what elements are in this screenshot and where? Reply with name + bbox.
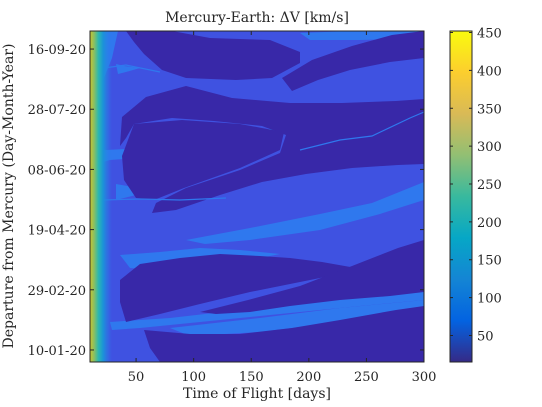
y-tick-label: 10-01-20 xyxy=(28,344,86,359)
tick-marks xyxy=(90,31,425,362)
contour-band-min xyxy=(282,31,424,91)
colorbar-tick-label: 450 xyxy=(477,27,502,42)
chart-title: Mercury-Earth: ΔV [km/s] xyxy=(165,10,349,26)
contour-band-min xyxy=(144,306,424,362)
y-tick-label: 16-09-20 xyxy=(28,43,86,58)
colorbar-tick-label: 200 xyxy=(477,216,502,231)
x-tick-label: 300 xyxy=(412,370,437,385)
colorbar-tick-label: 50 xyxy=(477,329,494,344)
contour-band-min xyxy=(200,240,424,314)
contour-band-min xyxy=(120,254,356,322)
contour-fine-line xyxy=(101,197,227,201)
x-tick-label: 250 xyxy=(354,370,379,385)
contour-band-min xyxy=(120,86,424,213)
contour-field xyxy=(90,31,424,362)
plot-frame xyxy=(89,30,425,363)
x-tick-label: 200 xyxy=(296,370,321,385)
short-tof-strip xyxy=(90,31,112,362)
colorbar-tick-label: 100 xyxy=(477,292,502,307)
contour-fine-line xyxy=(299,111,424,151)
contour-band-min xyxy=(122,120,284,200)
colorbar xyxy=(449,30,473,363)
y-tick-label: 29-02-20 xyxy=(28,284,86,299)
tick-labels: 50 100 150 200 250 300 16-09-20 28-07-20 08-06-2… xyxy=(28,43,437,385)
colorbar-tick-label: 250 xyxy=(477,178,502,193)
colorbar-tick-label: 150 xyxy=(477,254,502,269)
colorbar-tick-label: 350 xyxy=(477,102,502,117)
colorbar-tick-label: 300 xyxy=(477,140,502,155)
x-axis-title: Time of Flight [days] xyxy=(183,386,331,402)
x-tick-label: 150 xyxy=(239,370,264,385)
contour-band-lighter xyxy=(110,290,424,330)
y-tick-label: 19-04-20 xyxy=(28,224,86,239)
colorbar-ticks: 50 100 150 200 250 300 350 400 450 xyxy=(450,27,502,344)
y-tick-label: 08-06-20 xyxy=(28,163,86,178)
contour-band-lighter xyxy=(170,300,424,336)
y-tick-label: 28-07-20 xyxy=(28,103,86,118)
contour-band-min xyxy=(126,31,300,80)
colorbar-tick-label: 400 xyxy=(477,64,502,79)
contour-band-lighter xyxy=(116,64,140,74)
x-tick-label: 50 xyxy=(128,370,145,385)
x-tick-label: 100 xyxy=(181,370,206,385)
contour-band-lighter xyxy=(186,182,424,244)
y-axis-title: Departure from Mercury (Day-Month-Year) xyxy=(1,44,17,349)
